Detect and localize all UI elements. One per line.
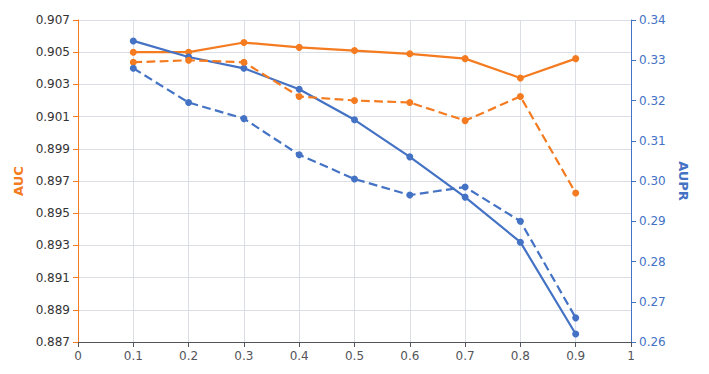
svg-text:0.34: 0.34 (639, 13, 666, 27)
svg-text:0.33: 0.33 (639, 53, 666, 67)
svg-text:0.897: 0.897 (36, 174, 70, 188)
svg-text:0.889: 0.889 (36, 303, 70, 317)
svg-text:0.887: 0.887 (36, 335, 70, 349)
svg-text:0.31: 0.31 (639, 134, 666, 148)
svg-text:0.6: 0.6 (400, 349, 419, 363)
svg-text:0.26: 0.26 (639, 335, 666, 349)
svg-text:0.1: 0.1 (124, 349, 143, 363)
svg-text:0.899: 0.899 (36, 142, 70, 156)
svg-text:0.893: 0.893 (36, 238, 70, 252)
svg-text:1: 1 (627, 349, 635, 363)
svg-text:0.2: 0.2 (179, 349, 198, 363)
svg-text:0.3: 0.3 (234, 349, 253, 363)
svg-text:0.4: 0.4 (290, 349, 309, 363)
svg-text:0.8: 0.8 (511, 349, 530, 363)
svg-text:0.32: 0.32 (639, 94, 666, 108)
svg-text:0.891: 0.891 (36, 271, 70, 285)
svg-text:0.30: 0.30 (639, 174, 666, 188)
svg-text:0.901: 0.901 (36, 110, 70, 124)
svg-text:0.895: 0.895 (36, 206, 70, 220)
svg-text:0.27: 0.27 (639, 295, 666, 309)
svg-text:0.7: 0.7 (456, 349, 475, 363)
svg-text:0.5: 0.5 (345, 349, 364, 363)
svg-text:AUC: AUC (11, 166, 26, 196)
svg-text:0.903: 0.903 (36, 77, 70, 91)
svg-text:0.9: 0.9 (566, 349, 585, 363)
svg-text:0: 0 (74, 349, 82, 363)
svg-text:0.28: 0.28 (639, 255, 666, 269)
svg-text:0.905: 0.905 (36, 45, 70, 59)
svg-text:0.29: 0.29 (639, 214, 666, 228)
svg-text:AUPR: AUPR (676, 161, 691, 201)
svg-text:0.907: 0.907 (36, 13, 70, 27)
